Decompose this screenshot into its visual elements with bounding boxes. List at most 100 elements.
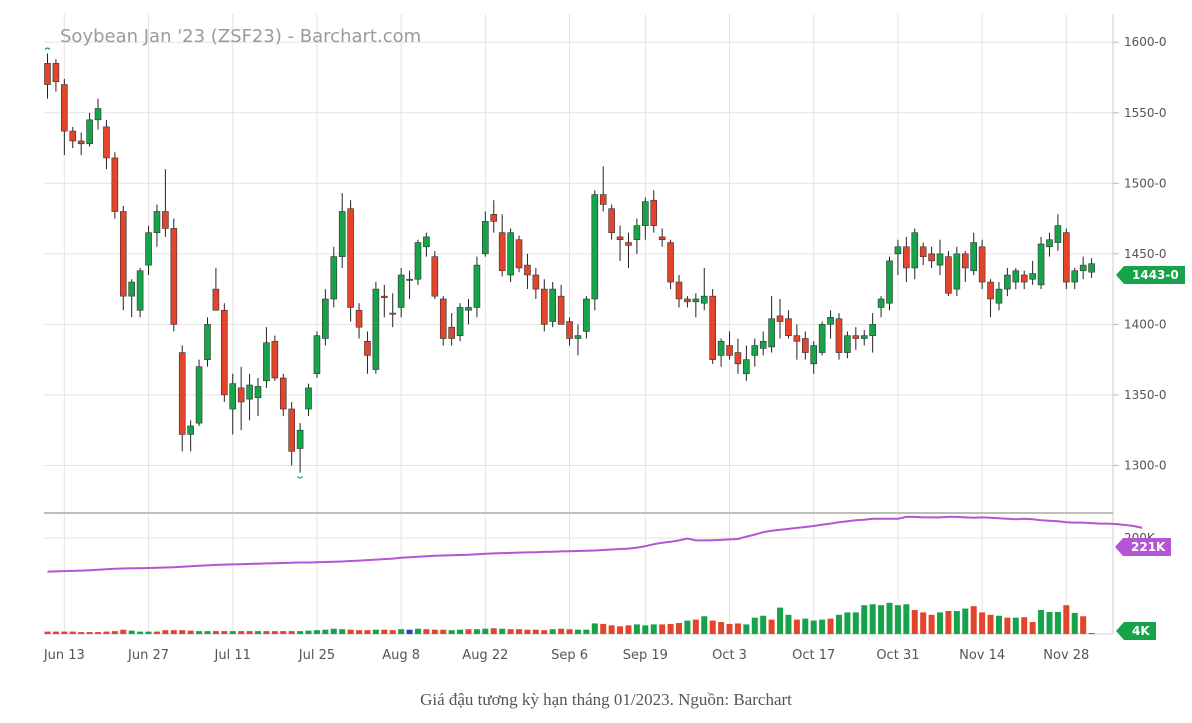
candle-body xyxy=(692,298,700,303)
volume-bar xyxy=(339,629,346,634)
candle xyxy=(903,236,910,283)
candle xyxy=(271,335,279,381)
candle xyxy=(389,293,397,328)
volume-bar xyxy=(162,630,169,634)
candle xyxy=(52,59,60,92)
candle-body xyxy=(69,130,77,142)
volume-bar xyxy=(103,631,110,634)
candle-body xyxy=(86,119,93,145)
candle xyxy=(524,253,531,290)
candle xyxy=(482,211,489,257)
volume-bar xyxy=(785,614,792,634)
volume-bar xyxy=(524,629,531,634)
candle-body xyxy=(128,281,135,297)
volume-bar xyxy=(928,614,935,634)
volume-bar xyxy=(1012,617,1019,634)
volume-bar xyxy=(970,606,977,634)
volume-bar xyxy=(255,631,261,634)
volume-bar xyxy=(793,619,800,634)
x-tick-label: Jul 25 xyxy=(298,648,335,663)
volume-bar xyxy=(726,623,733,634)
volume-bar xyxy=(120,629,127,634)
candle-body xyxy=(515,239,523,269)
candle xyxy=(801,331,809,360)
candle xyxy=(717,338,725,367)
volume-bar xyxy=(238,631,245,634)
candle xyxy=(751,338,759,367)
x-tick-label: Jun 27 xyxy=(127,648,169,663)
candle-body xyxy=(970,242,978,272)
volume-bar xyxy=(937,612,944,634)
candle xyxy=(1020,270,1028,290)
candle xyxy=(406,270,413,299)
volume-bar xyxy=(953,610,960,634)
candle xyxy=(515,235,523,273)
candle xyxy=(439,296,447,346)
x-tick-label: Nov 28 xyxy=(1043,648,1089,663)
candle xyxy=(1079,256,1087,280)
y-tick-label: 1450-0 xyxy=(1124,247,1167,261)
candle xyxy=(490,200,498,233)
candle-body xyxy=(953,253,961,290)
candle-body xyxy=(852,335,860,339)
candle xyxy=(372,282,380,374)
candle-body xyxy=(372,288,380,370)
volume-bar xyxy=(911,610,918,634)
candle-body xyxy=(153,211,161,233)
volume-bar xyxy=(440,629,447,634)
candle-body xyxy=(145,232,152,266)
volume-bar xyxy=(1080,616,1087,634)
candle-body xyxy=(709,295,716,360)
candle xyxy=(734,338,742,374)
candle-body xyxy=(52,63,60,83)
candle-body xyxy=(574,335,582,339)
candle-body xyxy=(389,312,397,315)
volume-bar xyxy=(861,605,868,634)
candle-body xyxy=(1020,274,1028,283)
candle-body xyxy=(650,199,658,226)
candle xyxy=(153,204,161,247)
volume-bar xyxy=(583,629,590,634)
candle-body xyxy=(1063,232,1070,283)
x-tick-label: Nov 14 xyxy=(959,648,1005,663)
candle xyxy=(1088,258,1095,278)
candle xyxy=(919,242,927,266)
candle xyxy=(431,251,439,299)
y-tick-label: 1400-0 xyxy=(1124,317,1167,331)
volume-bar xyxy=(389,630,396,634)
candle-body xyxy=(77,140,85,145)
candle-body xyxy=(94,108,102,121)
candle xyxy=(61,78,68,156)
candle-body xyxy=(919,246,927,257)
candle-body xyxy=(170,228,178,325)
candle-body xyxy=(61,84,68,132)
candle-body xyxy=(1054,225,1062,243)
candle xyxy=(128,279,135,318)
candle xyxy=(869,313,876,353)
candle-body xyxy=(625,242,632,246)
volume-bar xyxy=(111,631,118,634)
candle xyxy=(456,303,464,342)
volume-bar xyxy=(886,602,893,634)
y-tick-label: 1600-0 xyxy=(1124,35,1167,49)
volume-bar xyxy=(473,629,480,634)
volume-bar xyxy=(128,630,135,634)
candle-body xyxy=(44,63,51,85)
candle xyxy=(650,190,658,233)
candle xyxy=(187,420,194,452)
volume-bar xyxy=(667,623,674,634)
candle xyxy=(953,246,961,297)
candle-body xyxy=(187,425,194,435)
candle-body xyxy=(768,318,775,348)
candle xyxy=(1063,228,1070,290)
x-tick-label: Oct 17 xyxy=(792,648,835,663)
candle-body xyxy=(204,324,211,360)
candle xyxy=(633,218,641,254)
candle xyxy=(961,251,969,283)
volume-bar xyxy=(642,625,649,634)
candle-body xyxy=(254,386,262,399)
volume-bar xyxy=(212,631,219,634)
candle xyxy=(364,331,371,374)
candle xyxy=(860,330,868,346)
volume-bar xyxy=(617,626,624,634)
